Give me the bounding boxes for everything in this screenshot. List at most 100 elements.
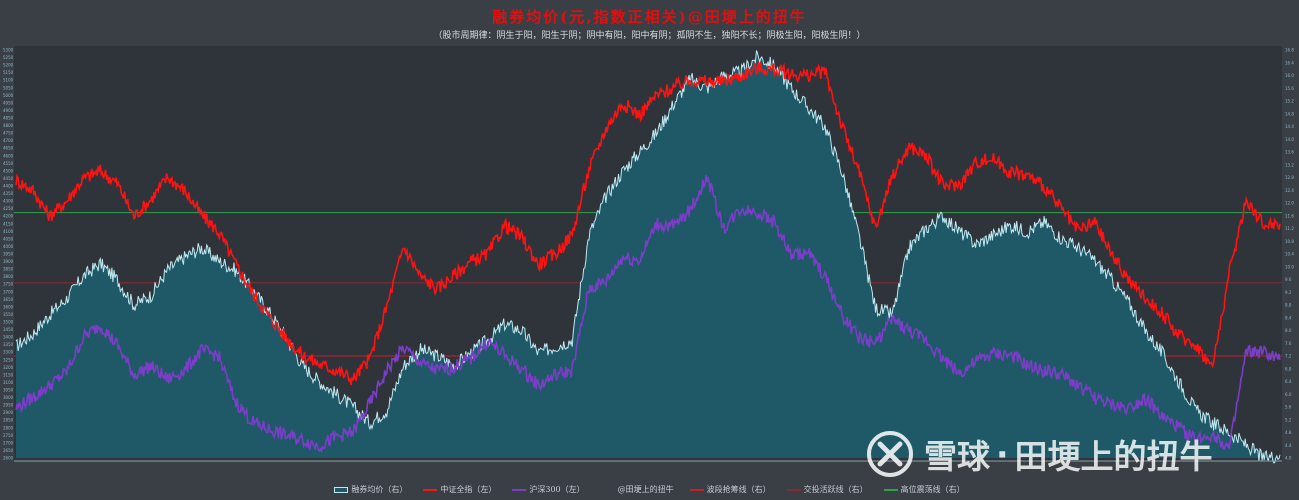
right-axis-tick-label: 7.2 (1285, 354, 1292, 359)
right-axis-tick-label: 10.4 (1285, 252, 1294, 257)
left-axis-tick-label: 4750 (3, 131, 14, 136)
right-axis-tick-label: 8.0 (1285, 328, 1292, 333)
left-axis-tick-label: 4500 (3, 168, 14, 173)
left-axis-tick-label: 3750 (3, 282, 14, 287)
right-axis-tick-label: 6.8 (1285, 366, 1292, 371)
left-axis-tick-label: 4950 (3, 100, 14, 105)
left-axis-tick-label: 4600 (3, 153, 14, 158)
left-axis-tick-label: 4900 (3, 108, 14, 113)
legend-label: @田埂上的扭牛 (617, 485, 674, 494)
left-axis-tick-label: 4350 (3, 191, 14, 196)
left-axis-tick-label: 3650 (3, 297, 14, 302)
right-axis-tick-label: 5.6 (1285, 405, 1292, 410)
chart-title: 融券均价(元,指数正相关)@田埂上的扭牛 (492, 8, 807, 26)
legend-swatch (689, 488, 704, 491)
left-axis-tick-label: 4550 (3, 161, 14, 166)
left-axis-tick-label: 3700 (3, 289, 14, 294)
left-axis-tick-label: 2850 (3, 418, 14, 423)
left-axis-tick-label: 4250 (3, 206, 14, 211)
right-axis-tick-label: 15.2 (1285, 99, 1294, 104)
left-axis-tick-label: 4800 (3, 123, 14, 128)
legend-item-csi-all[interactable]: 中证全指（左） (423, 484, 496, 495)
left-axis-ticks: 5300 5250 5200 5150 5100 5050 5000 4950 4900 4850… (3, 48, 14, 461)
right-axis-tick-label: 14.8 (1285, 111, 1294, 116)
left-axis-tick-label: 5150 (3, 70, 14, 75)
watermark: 雪球 · 田埂上的扭牛 (866, 430, 1213, 478)
legend: 融券均价（右） 中证全指（左） 沪深300（左） @田埂上的扭牛 波段抢筹线（右… (0, 484, 1299, 495)
series-group (15, 50, 1281, 464)
legend-swatch (423, 488, 438, 491)
watermark-author: 田埂上的扭牛 (1014, 437, 1213, 476)
right-axis-tick-label: 8.4 (1285, 315, 1292, 320)
left-axis-tick-label: 4150 (3, 221, 14, 226)
right-axis-tick-label: 5.2 (1285, 417, 1292, 422)
left-axis-tick-label: 3300 (3, 350, 14, 355)
left-axis-tick-label: 5050 (3, 85, 14, 90)
legend-label: 融券均价（右） (351, 485, 408, 494)
right-axis-tick-label: 14.4 (1285, 124, 1294, 129)
right-axis-tick-label: 16.4 (1285, 60, 1294, 65)
left-axis-tick-label: 4650 (3, 146, 14, 151)
left-axis-tick-label: 4000 (3, 244, 14, 249)
series-line (15, 174, 1281, 454)
left-axis-tick-label: 3150 (3, 372, 14, 377)
watermark-separator: · (996, 434, 1009, 474)
left-axis-tick-label: 3500 (3, 320, 14, 325)
legend-item-high-line[interactable]: 高位震荡线（右） (883, 484, 965, 495)
left-axis-tick-label: 2900 (3, 410, 14, 415)
legend-item-short-price[interactable]: 融券均价（右） (334, 484, 407, 495)
left-axis-tick-label: 4450 (3, 176, 14, 181)
left-axis-tick-label: 3550 (3, 312, 14, 317)
left-axis-tick-label: 4300 (3, 199, 14, 204)
left-axis-tick-label: 3350 (3, 342, 14, 347)
left-axis-tick-label: 4850 (3, 116, 14, 121)
left-axis-tick-label: 5250 (3, 55, 14, 60)
left-axis-tick-label: 2800 (3, 425, 14, 430)
left-axis-tick-label: 4400 (3, 184, 14, 189)
right-axis-tick-label: 4.0 (1285, 456, 1292, 461)
legend-item-grab-line[interactable]: 波段抢筹线（右） (689, 484, 771, 495)
legend-label: 高位震荡线（右） (900, 485, 965, 494)
right-axis-tick-label: 9.2 (1285, 290, 1292, 295)
snowball-logo-icon (867, 431, 913, 477)
right-axis-tick-label: 10.8 (1285, 239, 1294, 244)
legend-label: 波段抢筹线（右） (706, 485, 771, 494)
right-axis-tick-label: 12.8 (1285, 175, 1294, 180)
legend-item-author[interactable]: @田埂上的扭牛 (600, 484, 674, 495)
left-axis-tick-label: 3400 (3, 335, 14, 340)
right-axis-tick-label: 13.2 (1285, 162, 1294, 167)
right-axis-tick-label: 16.8 (1285, 48, 1294, 53)
left-axis-tick-label: 3200 (3, 365, 14, 370)
left-axis-tick-label: 3450 (3, 327, 14, 332)
right-axis-tick-label: 12.0 (1285, 201, 1294, 206)
left-axis-tick-label: 3950 (3, 252, 14, 257)
right-axis-ticks: 16.8 16.4 16.0 15.6 15.2 14.8 14.4 14.0 13.6 13.2… (1285, 48, 1294, 461)
left-axis-tick-label: 2750 (3, 433, 14, 438)
left-axis-tick-label: 4100 (3, 229, 14, 234)
right-axis-tick-label: 4.8 (1285, 430, 1292, 435)
right-axis-tick-label: 6.0 (1285, 392, 1292, 397)
series-area-fill (16, 50, 1280, 463)
legend-swatch (512, 488, 527, 491)
watermark-brand: 雪球 (924, 437, 990, 476)
left-axis-tick-label: 3050 (3, 388, 14, 393)
left-axis-tick-label: 2650 (3, 448, 14, 453)
legend-item-active-line[interactable]: 交投活跃线（右） (786, 484, 868, 495)
left-axis-tick-label: 5200 (3, 63, 14, 68)
right-axis-tick-label: 14.0 (1285, 137, 1294, 142)
right-axis-tick-label: 13.6 (1285, 150, 1294, 155)
left-axis-tick-label: 5100 (3, 78, 14, 83)
right-axis-tick-label: 6.4 (1285, 379, 1292, 384)
right-axis-tick-label: 15.6 (1285, 86, 1294, 91)
left-axis-tick-label: 3250 (3, 357, 14, 362)
legend-swatch (334, 486, 349, 493)
legend-label: 沪深300（左） (529, 485, 585, 494)
right-axis-tick-label: 7.6 (1285, 341, 1292, 346)
left-axis-tick-label: 4700 (3, 138, 14, 143)
left-axis-tick-label: 2600 (3, 456, 14, 461)
series-line (15, 61, 1281, 386)
left-axis-tick-label: 3100 (3, 380, 14, 385)
right-axis-tick-label: 8.8 (1285, 303, 1292, 308)
legend-item-hs300[interactable]: 沪深300（左） (512, 484, 585, 495)
